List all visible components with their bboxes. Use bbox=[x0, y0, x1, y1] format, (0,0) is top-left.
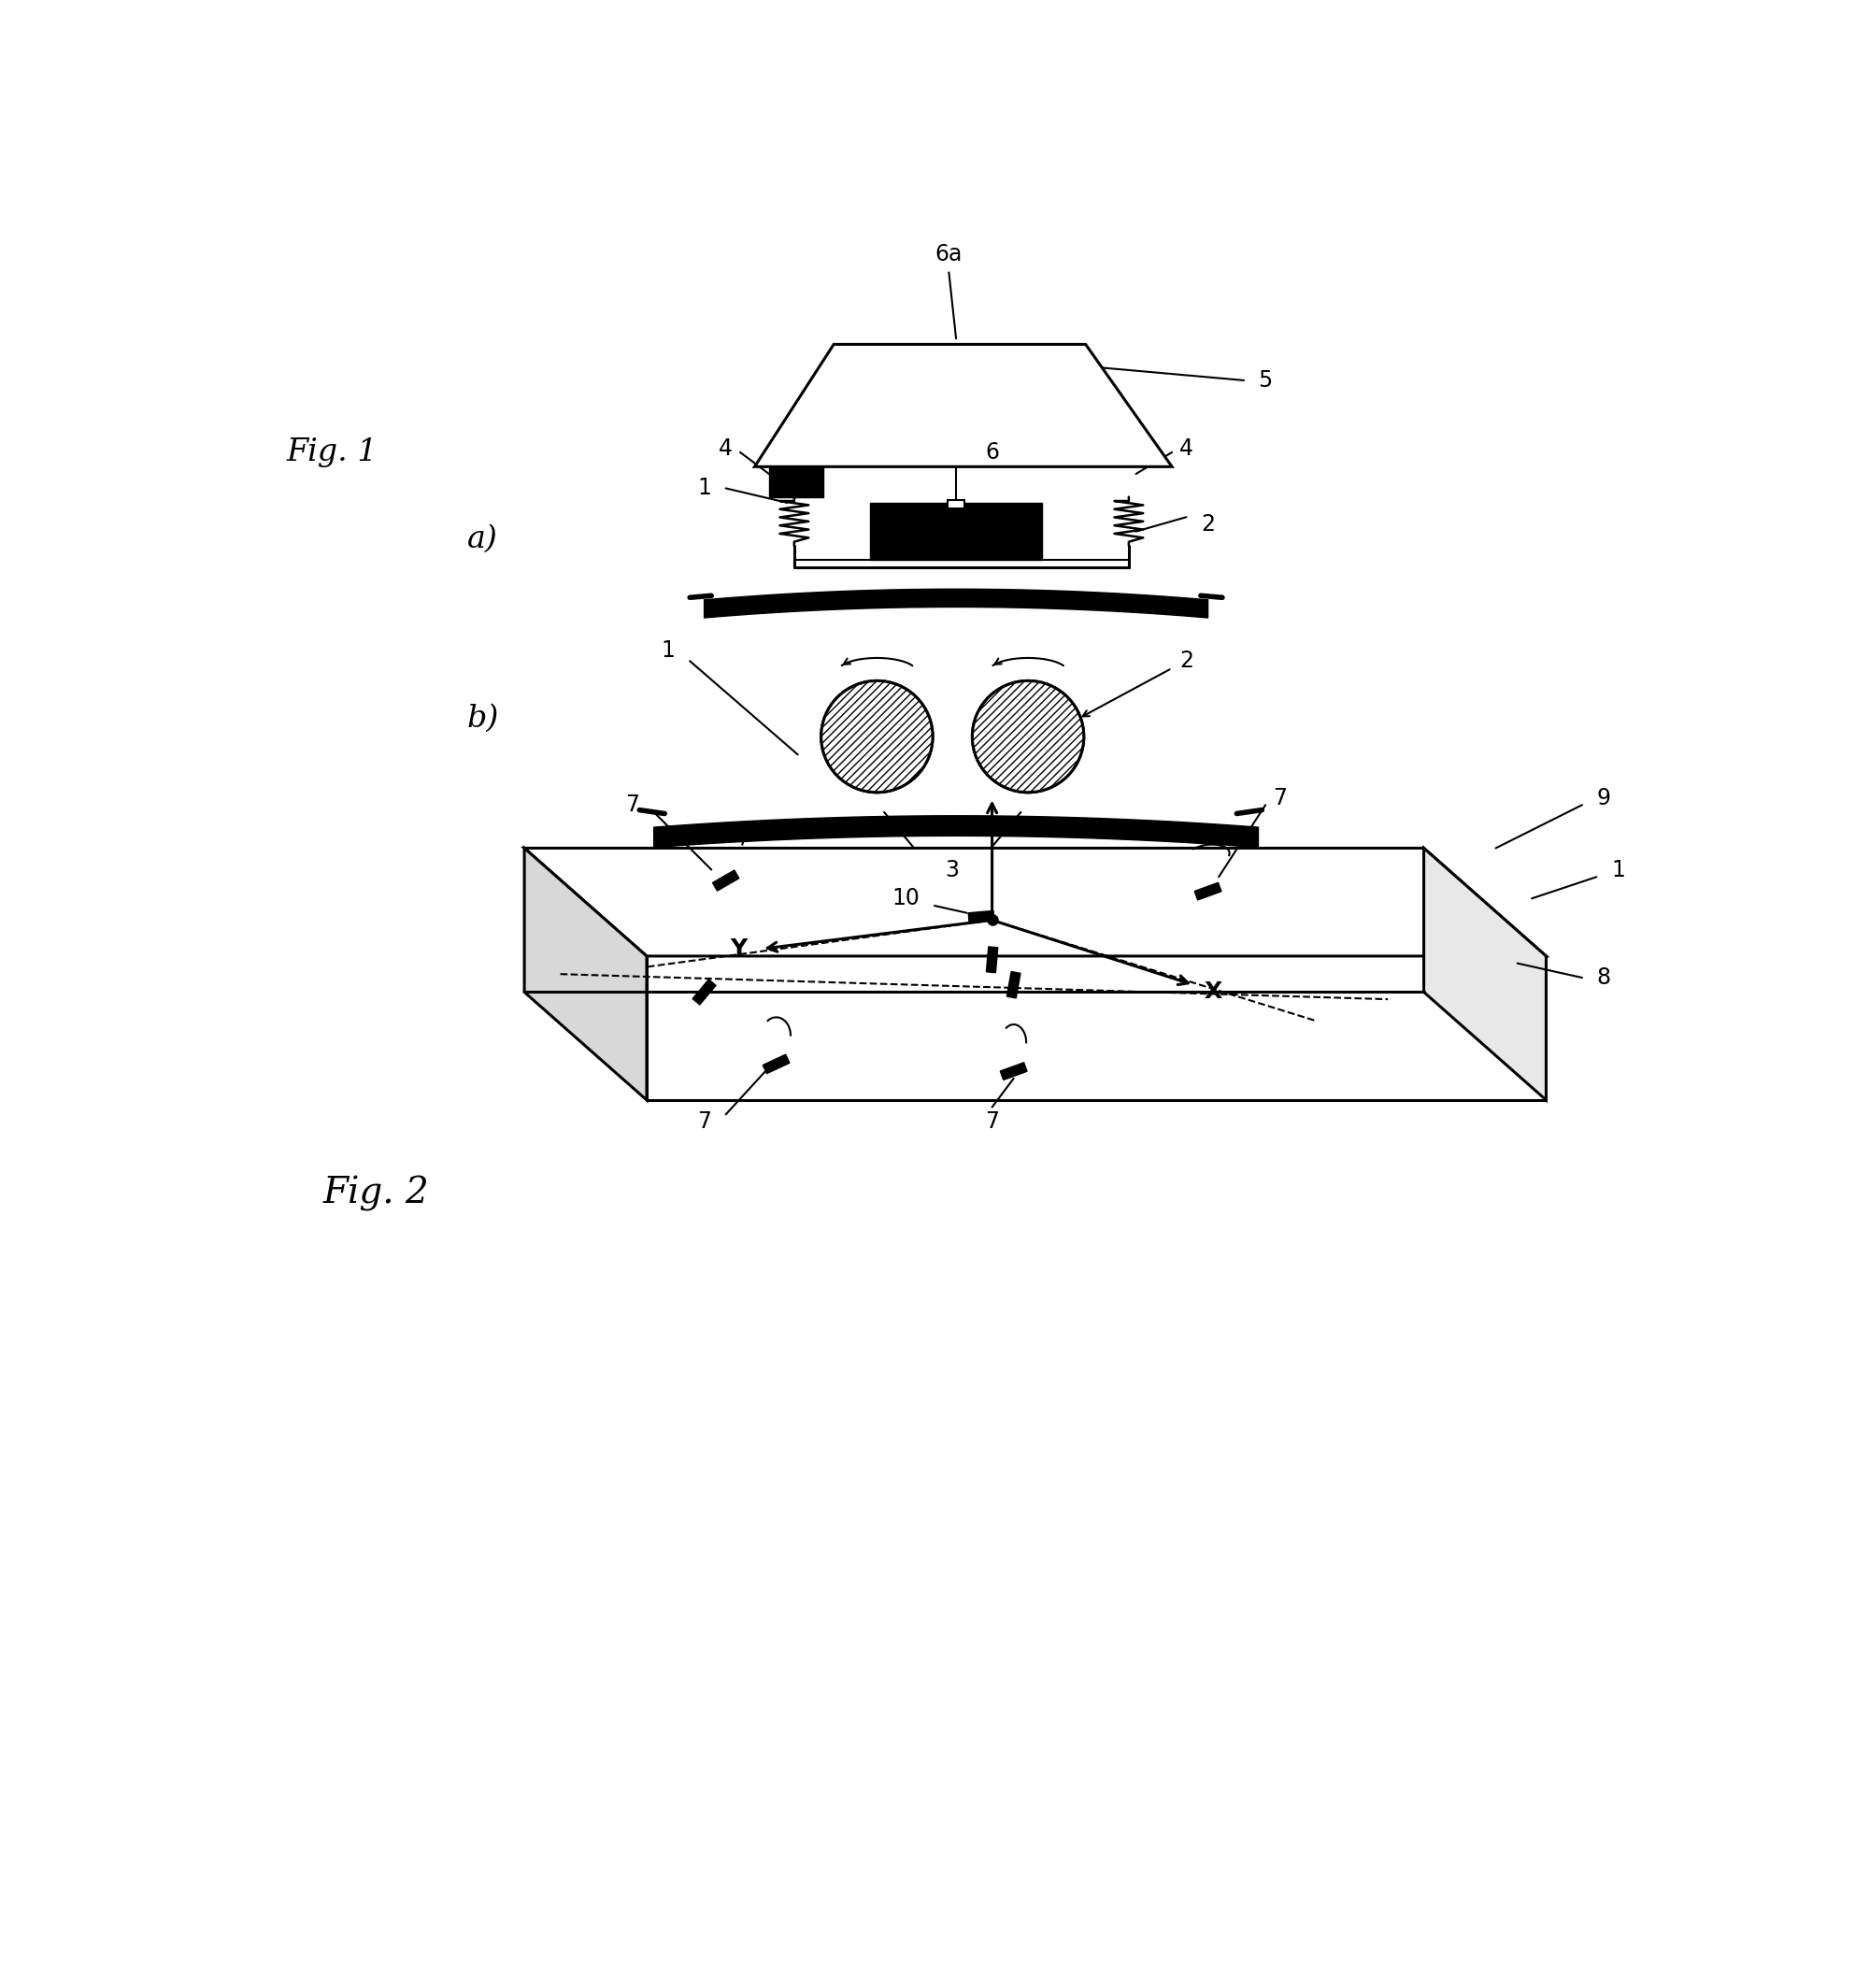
Text: 7: 7 bbox=[625, 793, 640, 817]
Text: a): a) bbox=[467, 523, 497, 553]
Text: 5: 5 bbox=[1258, 370, 1273, 392]
Bar bbox=[870, 503, 1043, 561]
Polygon shape bbox=[1195, 883, 1221, 901]
Text: 6: 6 bbox=[985, 441, 1000, 463]
Polygon shape bbox=[987, 946, 998, 972]
Text: Y: Y bbox=[731, 938, 748, 960]
Text: 3: 3 bbox=[946, 859, 959, 881]
Polygon shape bbox=[525, 849, 647, 1099]
Ellipse shape bbox=[822, 680, 933, 793]
Ellipse shape bbox=[822, 680, 933, 793]
Text: 1: 1 bbox=[697, 477, 710, 499]
Text: 4: 4 bbox=[1180, 437, 1193, 459]
Polygon shape bbox=[1425, 849, 1545, 1099]
Text: 7: 7 bbox=[985, 1111, 1000, 1133]
Text: 7: 7 bbox=[697, 1111, 710, 1133]
Text: b): b) bbox=[467, 704, 499, 734]
Text: 9: 9 bbox=[1597, 787, 1610, 809]
Polygon shape bbox=[968, 911, 994, 922]
Text: 4: 4 bbox=[720, 437, 733, 459]
Polygon shape bbox=[1007, 972, 1020, 998]
Polygon shape bbox=[1000, 1062, 1028, 1079]
Text: 1: 1 bbox=[1612, 859, 1625, 881]
Text: 8: 8 bbox=[1597, 966, 1610, 988]
Text: X: X bbox=[1204, 980, 1222, 1004]
Text: Fig. 1: Fig. 1 bbox=[288, 437, 378, 467]
Text: Z: Z bbox=[1000, 765, 1017, 787]
Polygon shape bbox=[762, 1054, 790, 1074]
Polygon shape bbox=[692, 980, 716, 1004]
Text: Fig. 2: Fig. 2 bbox=[323, 1175, 429, 1211]
Text: 2: 2 bbox=[1180, 650, 1193, 672]
Text: 2: 2 bbox=[1200, 513, 1215, 535]
Bar bbox=[948, 499, 965, 509]
Text: 6a: 6a bbox=[935, 243, 963, 264]
Polygon shape bbox=[653, 815, 1258, 847]
Ellipse shape bbox=[972, 680, 1083, 793]
Text: 7: 7 bbox=[1273, 787, 1287, 809]
Polygon shape bbox=[712, 871, 738, 891]
Text: 1: 1 bbox=[660, 638, 675, 662]
Polygon shape bbox=[755, 344, 1172, 467]
Ellipse shape bbox=[972, 680, 1083, 793]
Bar bbox=[770, 467, 824, 497]
Polygon shape bbox=[525, 849, 1545, 956]
Text: 10: 10 bbox=[892, 887, 920, 911]
Polygon shape bbox=[705, 588, 1208, 618]
